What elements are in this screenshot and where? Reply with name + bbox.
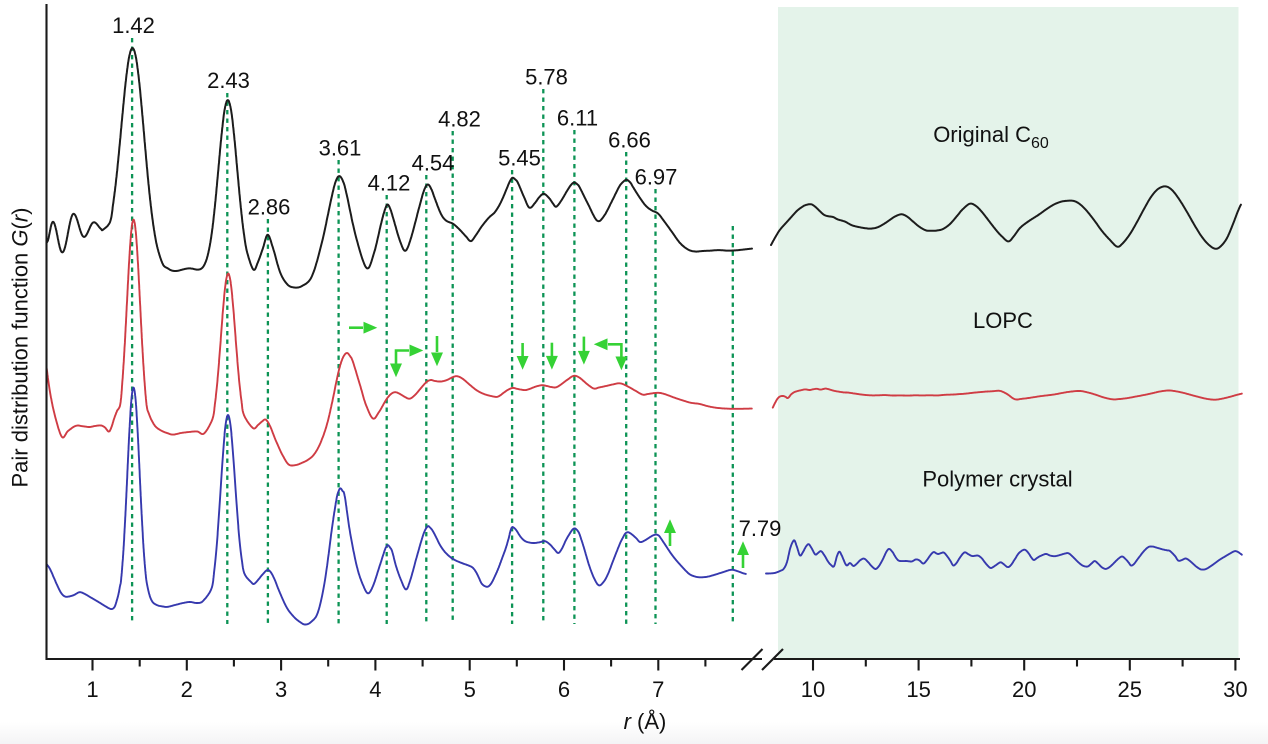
svg-text:2: 2 [181,677,193,702]
svg-text:1.42: 1.42 [112,13,155,38]
svg-text:Pair distribution function G(r: Pair distribution function G(r) [8,207,33,487]
svg-text:6.66: 6.66 [608,128,651,153]
svg-text:LOPC: LOPC [973,308,1033,333]
svg-text:1: 1 [86,677,98,702]
svg-text:r (Å): r (Å) [624,709,667,734]
svg-text:5.45: 5.45 [498,146,541,171]
svg-text:10: 10 [801,677,825,702]
svg-text:4.54: 4.54 [412,151,455,176]
svg-text:6.97: 6.97 [635,165,678,190]
svg-text:Polymer crystal: Polymer crystal [922,467,1072,492]
svg-text:7: 7 [652,677,664,702]
svg-text:2.86: 2.86 [248,195,291,220]
svg-text:6.11: 6.11 [557,106,598,131]
svg-text:7.79: 7.79 [739,516,782,541]
svg-text:3.61: 3.61 [319,136,362,161]
svg-text:5.78: 5.78 [525,65,568,90]
svg-text:30: 30 [1223,677,1247,702]
svg-text:2.43: 2.43 [207,68,250,93]
svg-text:15: 15 [906,677,930,702]
svg-text:25: 25 [1118,677,1142,702]
svg-text:6: 6 [558,677,570,702]
svg-text:4.12: 4.12 [368,171,411,196]
svg-text:3: 3 [275,677,287,702]
svg-text:4: 4 [369,677,381,702]
svg-text:5: 5 [464,677,476,702]
svg-text:4.82: 4.82 [438,107,481,132]
svg-text:20: 20 [1012,677,1036,702]
